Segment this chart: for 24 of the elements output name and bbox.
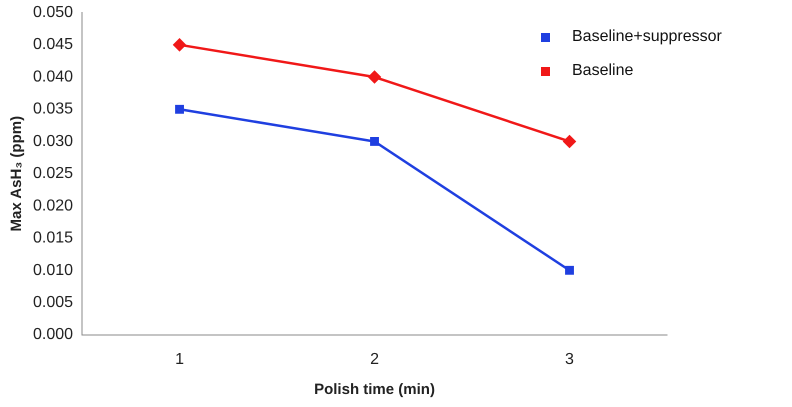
point <box>563 135 576 148</box>
legend-label: Baseline <box>572 62 634 80</box>
y-tick-label: 0.025 <box>32 165 74 182</box>
y-tick-label: 0.040 <box>32 68 74 86</box>
y-tick-label: 0.020 <box>32 197 74 214</box>
point <box>173 38 186 52</box>
legend-label: Baseline+suppressor <box>572 28 722 46</box>
x-axis-title: Polish time (min) <box>314 381 435 398</box>
y-tick-label: 0.030 <box>32 132 74 150</box>
y-tick-label: 0.050 <box>32 4 74 22</box>
point <box>565 266 574 275</box>
point <box>370 137 379 146</box>
x-tick-label: 2 <box>370 350 380 368</box>
y-tick-label: 0.045 <box>32 36 74 54</box>
y-tick-label: 0.035 <box>32 100 74 118</box>
y-axis-title: Max AsH₃ (ppm) <box>8 116 26 232</box>
x-tick-label: 3 <box>565 350 574 368</box>
y-tick-label: 0.015 <box>32 230 74 247</box>
point <box>368 70 381 84</box>
point <box>175 104 184 114</box>
x-tick-label: 1 <box>175 350 184 368</box>
y-tick-label: 0.010 <box>32 262 74 279</box>
y-tick-label: 0.000 <box>32 326 74 344</box>
y-tick-label: 0.005 <box>32 294 74 311</box>
